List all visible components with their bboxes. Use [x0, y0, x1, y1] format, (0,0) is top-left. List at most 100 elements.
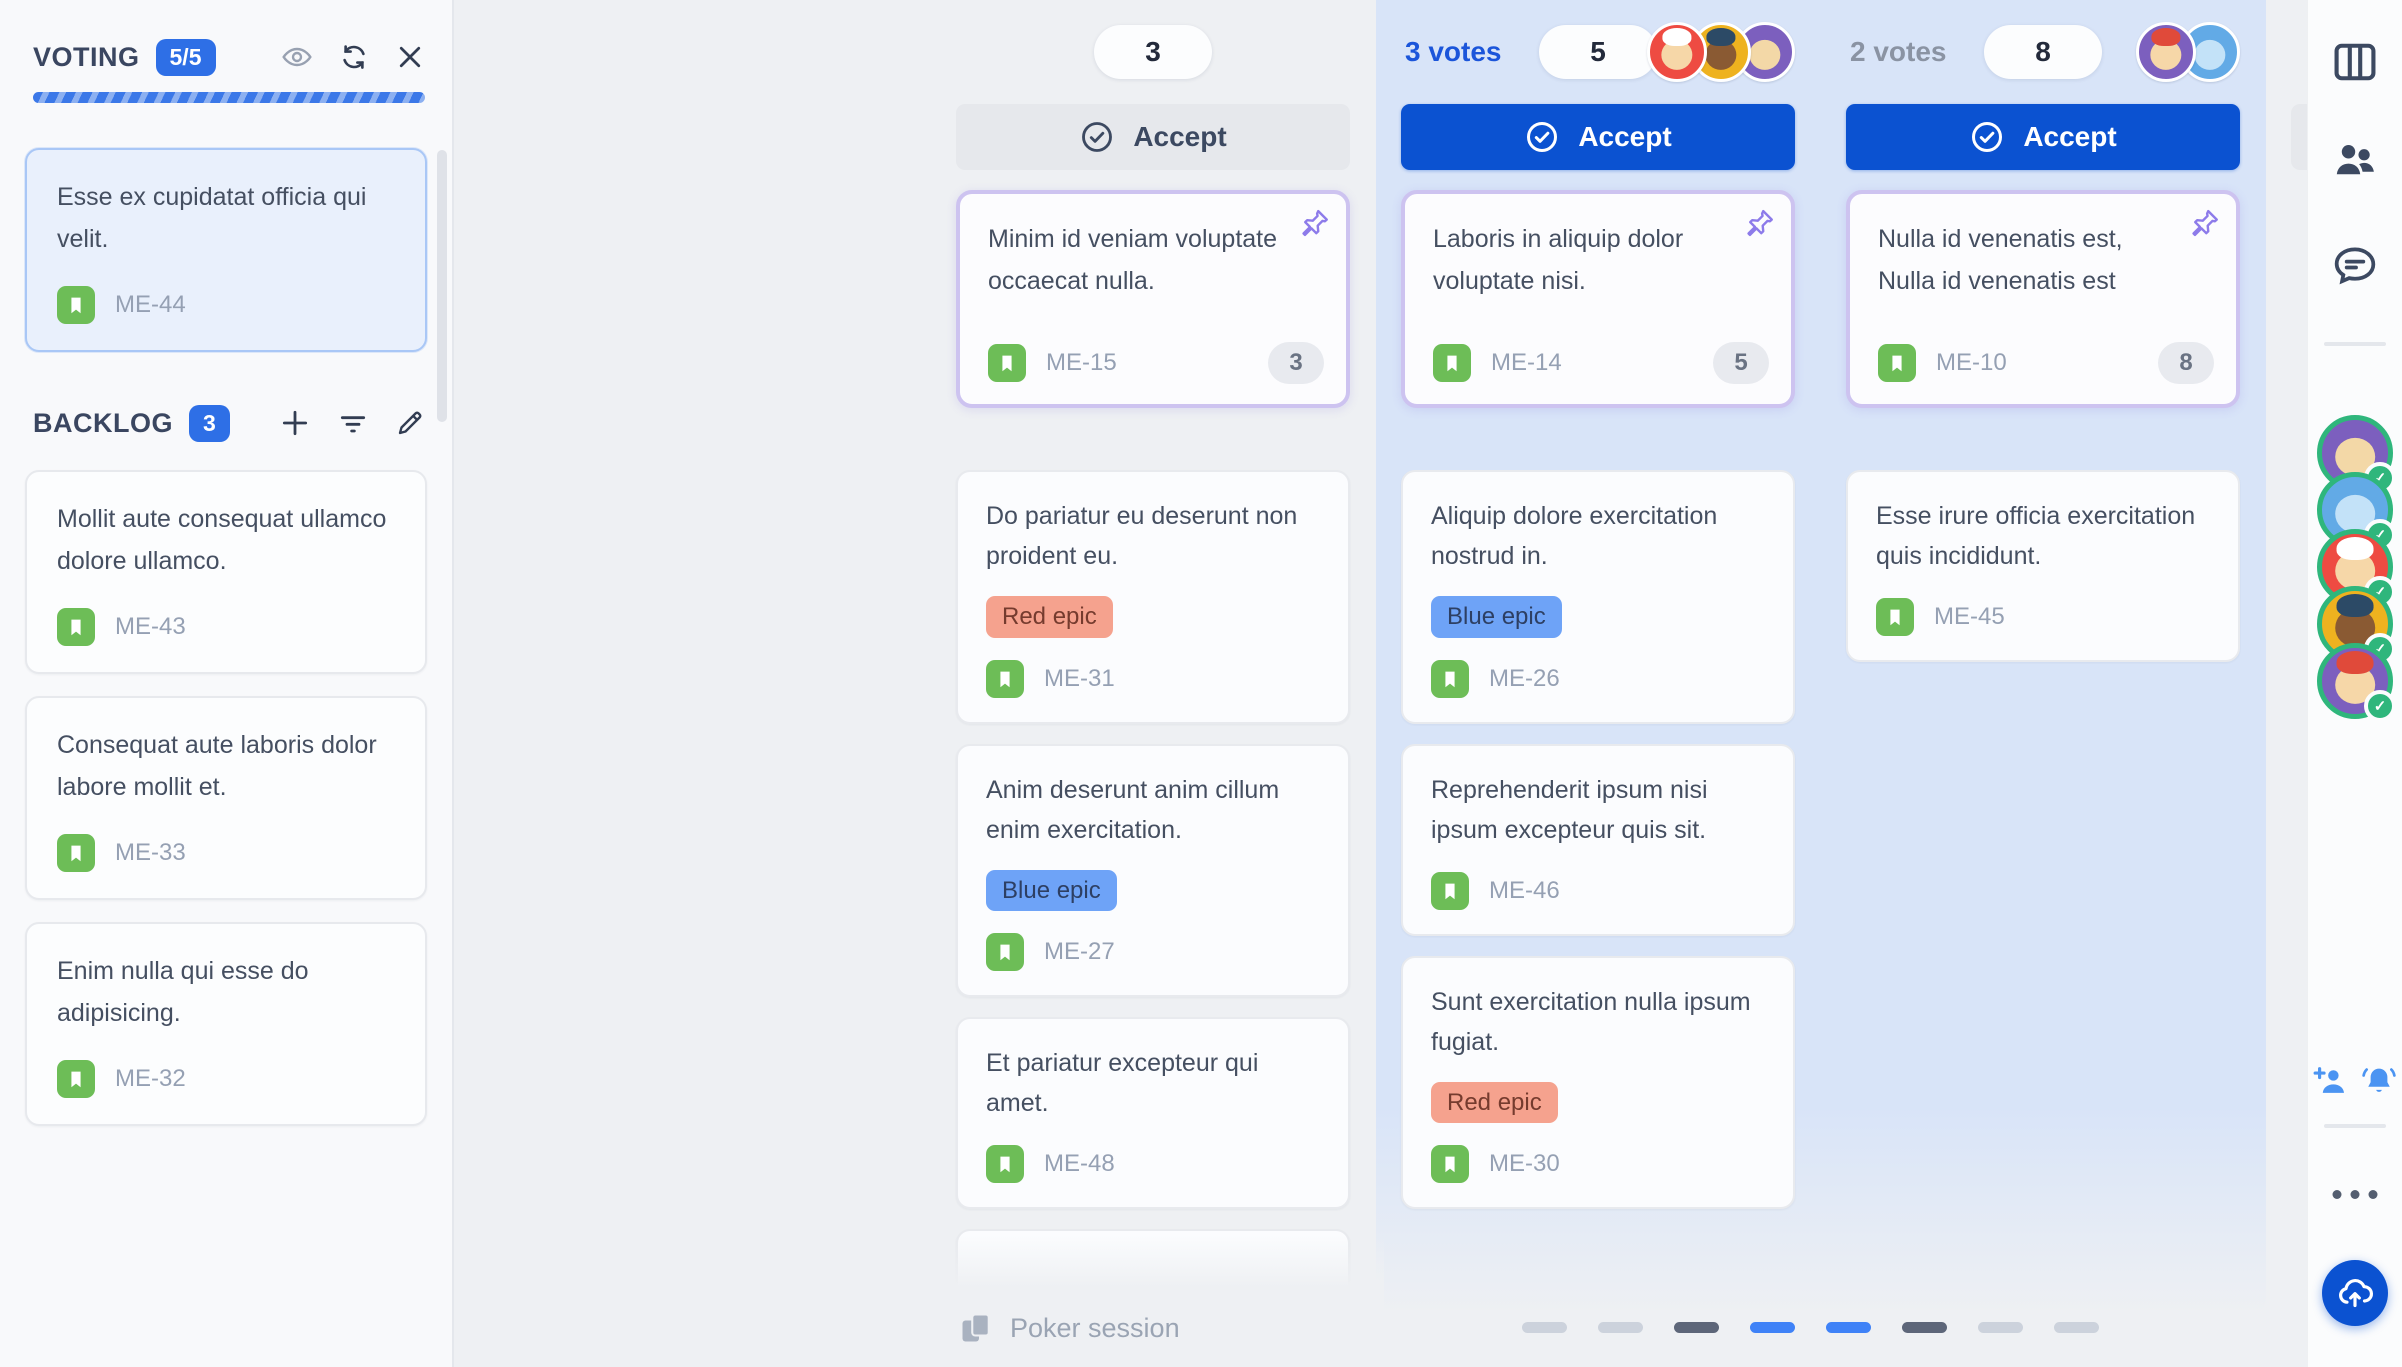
accept-button[interactable]: Accept — [956, 104, 1350, 170]
bell-icon[interactable] — [2360, 1062, 2398, 1100]
card-text: Et pariatur excepteur qui amet. — [986, 1049, 1259, 1118]
pencil-icon[interactable] — [395, 408, 425, 438]
issue-key: ME-33 — [115, 839, 186, 866]
more-options-ellipsis-icon[interactable] — [2332, 1190, 2378, 1199]
deck-dash[interactable] — [1978, 1322, 2023, 1333]
voting-header: VOTING 5/5 — [33, 30, 425, 84]
card-text: Esse irure officia exercitation quis inc… — [1876, 502, 2196, 570]
right-toolbar: ✓ ✓ ✓ ✓ ✓ — [2307, 0, 2402, 1367]
card-text: Laboris in aliquip dolor voluptate nisi. — [1433, 225, 1684, 295]
column-card-list: Do pariatur eu deserunt non proident eu.… — [956, 470, 1350, 1288]
pin-icon — [1298, 206, 1332, 240]
person-add-icon[interactable] — [2312, 1062, 2350, 1100]
votes-count-label: 3 votes — [1405, 36, 1502, 67]
estimate-column-5: 3 votes 5 Accept Laboris in aliquip dol — [1401, 0, 1795, 1210]
issue-card[interactable]: Et pariatur excepteur qui amet. ME-48 — [956, 1017, 1350, 1210]
estimate-board: 3 Accept Minim id veniam voluptate occae… — [454, 0, 2402, 1367]
filter-icon[interactable] — [337, 407, 369, 439]
deck-dash[interactable] — [1598, 1322, 1643, 1333]
card-text: Sunt exercitation nulla ipsum fugiat. — [1431, 987, 1751, 1056]
accept-label: Accept — [2023, 121, 2117, 152]
issue-key: ME-26 — [1489, 664, 1560, 692]
card-text: Minim id veniam voluptate occaecat nulla… — [988, 225, 1278, 295]
estimate-column-3: 3 Accept Minim id veniam voluptate occae… — [956, 0, 1350, 1288]
voting-progress-badge: 5/5 — [155, 38, 216, 76]
card-text: Consequat aute laboris dolor labore moll… — [57, 731, 377, 801]
selected-voting-card[interactable]: Esse ex cupidatat officia qui velit. ME-… — [25, 148, 427, 352]
cloud-upload-icon — [2335, 1273, 2375, 1313]
accept-button[interactable]: Accept — [1846, 104, 2240, 170]
issue-key: ME-45 — [1934, 603, 2005, 630]
issue-card[interactable]: Anim deserunt anim cillum enim exercitat… — [956, 743, 1350, 998]
deck-dash[interactable] — [1674, 1322, 1719, 1333]
story-book-icon — [1431, 659, 1469, 698]
card-text: Anim deserunt anim cillum enim exercitat… — [986, 775, 1280, 844]
toolbar-divider — [2324, 1124, 2386, 1128]
red-hair-purple-avatar — [2136, 22, 2196, 82]
card-text: Mollit aute consequat ullamco dolore ull… — [57, 505, 387, 575]
voter-avatars — [1647, 22, 1795, 82]
red-hair-purple-avatar[interactable]: ✓ — [2317, 643, 2396, 722]
issue-key: ME-31 — [1044, 664, 1115, 692]
estimate-badge: 3 — [1268, 342, 1324, 384]
backlog-list: Mollit aute consequat ullamco dolore ull… — [25, 470, 427, 1126]
check-circle-icon — [1969, 119, 2005, 155]
accept-label: Accept — [1578, 121, 1672, 152]
deck-dash[interactable] — [2054, 1322, 2099, 1333]
issue-key: ME-15 — [1046, 349, 1117, 376]
deck-dash[interactable] — [1750, 1322, 1795, 1333]
backlog-count-badge: 3 — [189, 404, 230, 442]
story-book-icon — [988, 344, 1026, 382]
voting-progress-bar — [33, 92, 425, 103]
epic-chip: Blue epic — [986, 869, 1117, 912]
save-to-cloud-button[interactable] — [2322, 1260, 2388, 1326]
deck-dash[interactable] — [1826, 1322, 1871, 1333]
pinned-card[interactable]: Laboris in aliquip dolor voluptate nisi.… — [1401, 190, 1795, 408]
issue-key: ME-43 — [115, 613, 186, 640]
card-text: Aliquip dolore exercitation nostrud in. — [1431, 502, 1718, 570]
pin-icon — [1743, 206, 1777, 240]
epic-chip: Blue epic — [1431, 596, 1562, 638]
issue-key: ME-48 — [1044, 1150, 1115, 1178]
column-card-list: Aliquip dolore exercitation nostrud in. … — [1401, 470, 1795, 1210]
deck-pagination[interactable] — [1522, 1322, 2099, 1333]
pinned-card[interactable]: Minim id veniam voluptate occaecat nulla… — [956, 190, 1350, 408]
issue-key: ME-27 — [1044, 938, 1115, 966]
pinned-card[interactable]: Nulla id venenatis est, Nulla id venenat… — [1846, 190, 2240, 408]
backlog-header: BACKLOG 3 — [33, 398, 425, 448]
sidebar-scrollbar[interactable] — [437, 150, 447, 422]
column-header: 3 — [956, 24, 1350, 80]
accept-button[interactable]: Accept — [1401, 104, 1795, 170]
issue-card[interactable]: Reprehenderit ipsum nisi ipsum excepteur… — [1401, 743, 1795, 936]
backlog-card[interactable]: Consequat aute laboris dolor labore moll… — [25, 696, 427, 900]
deck-dash[interactable] — [1522, 1322, 1567, 1333]
issue-card[interactable]: Esse irure officia exercitation quis inc… — [1846, 470, 2240, 662]
deck-dash[interactable] — [1902, 1322, 1947, 1333]
refresh-icon[interactable] — [339, 42, 369, 72]
backlog-card[interactable]: Mollit aute consequat ullamco dolore ull… — [25, 470, 427, 674]
story-book-icon — [986, 1145, 1024, 1184]
story-book-icon — [986, 933, 1024, 972]
backlog-card[interactable]: Enim nulla qui esse do adipisicing. ME-3… — [25, 922, 427, 1126]
eye-icon[interactable] — [281, 41, 313, 73]
story-book-icon — [1431, 871, 1469, 910]
people-icon[interactable] — [2329, 134, 2381, 186]
story-book-icon — [57, 286, 95, 324]
comment-icon[interactable] — [2330, 240, 2380, 290]
old-man-red-avatar — [1647, 22, 1707, 82]
issue-card[interactable]: Sunt exercitation nulla ipsum fugiat. Re… — [1401, 955, 1795, 1210]
estimate-column-8: 2 votes 8 Accept Nulla id venenatis est,… — [1846, 0, 2240, 662]
issue-card[interactable]: Do pariatur eu deserunt non proident eu.… — [956, 470, 1350, 724]
issue-card[interactable]: Aliquip dolore exercitation nostrud in. … — [1401, 470, 1795, 724]
column-header: 2 votes 8 — [1846, 22, 2240, 82]
toolbar-divider — [2324, 342, 2386, 346]
plus-icon[interactable] — [279, 407, 311, 439]
issue-key: ME-46 — [1489, 876, 1560, 904]
check-circle-icon — [1079, 119, 1115, 155]
board-columns-icon[interactable] — [2329, 36, 2381, 88]
close-icon[interactable] — [395, 42, 425, 72]
session-indicator: Poker session — [958, 1310, 1180, 1346]
card-text: Enim nulla qui esse do adipisicing. — [57, 957, 309, 1027]
session-label: Poker session — [1010, 1312, 1180, 1343]
